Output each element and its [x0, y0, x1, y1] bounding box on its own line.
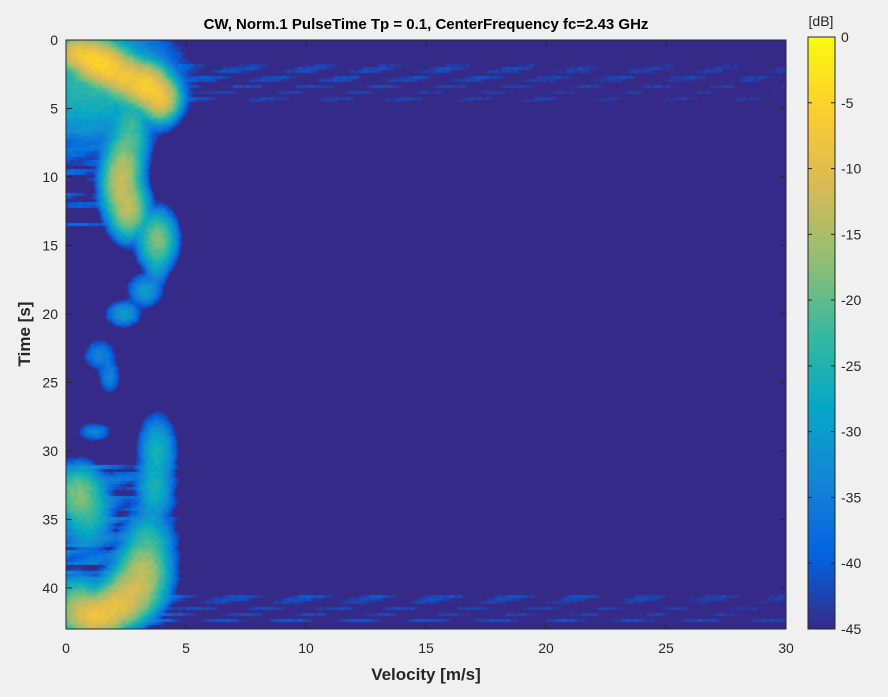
- colorbar-label: [dB]: [809, 13, 834, 29]
- colorbar-tick-label: -40: [841, 555, 861, 571]
- heatmap-canvas: [66, 40, 786, 629]
- colorbar-tick-label: -15: [841, 226, 861, 242]
- colorbar-tick-label: -30: [841, 424, 861, 440]
- colorbar-tick-label: -5: [841, 95, 854, 111]
- x-tick-label: 25: [658, 640, 674, 656]
- y-tick-label: 25: [42, 374, 58, 390]
- colorbar-tick-label: -20: [841, 292, 861, 308]
- colorbar-tick-label: 0: [841, 29, 849, 45]
- x-tick-label: 0: [62, 640, 70, 656]
- x-tick-label: 15: [418, 640, 434, 656]
- y-tick-label: 20: [42, 306, 58, 322]
- x-tick-label: 10: [298, 640, 314, 656]
- colorbar-tick-label: -35: [841, 489, 861, 505]
- y-tick-label: 40: [42, 580, 58, 596]
- y-tick-label: 30: [42, 443, 58, 459]
- x-axis-label: Velocity [m/s]: [371, 665, 481, 684]
- colorbar-tick-label: -25: [841, 358, 861, 374]
- x-tick-label: 20: [538, 640, 554, 656]
- colorbar-ticks: 0 -5 -10 -15 -20 -25 -30 -35 -40 -45: [808, 29, 861, 637]
- colorbar-tick-label: -45: [841, 621, 861, 637]
- y-axis-label: Time [s]: [15, 302, 34, 367]
- chart-title: CW, Norm.1 PulseTime Tp = 0.1, CenterFre…: [204, 16, 649, 33]
- colorbar-gradient: [807, 36, 836, 630]
- plot-area: [65, 39, 787, 630]
- x-tick-label: 30: [778, 640, 794, 656]
- y-tick-label: 0: [50, 32, 58, 48]
- x-tick-label: 5: [182, 640, 190, 656]
- y-tick-label: 5: [50, 100, 58, 116]
- y-axis-ticks: 0 5 10 15 20 25 30 35 40: [42, 32, 786, 596]
- y-tick-label: 15: [42, 237, 58, 253]
- colorbar: [dB] 0 -5 -10 -15 -20 -25 -30 -35 -40 -45: [807, 13, 861, 637]
- y-tick-label: 10: [42, 169, 58, 185]
- colorbar-tick-label: -10: [841, 161, 861, 177]
- x-axis-ticks: 0 5 10 15 20 25 30: [62, 40, 794, 656]
- y-tick-label: 35: [42, 511, 58, 527]
